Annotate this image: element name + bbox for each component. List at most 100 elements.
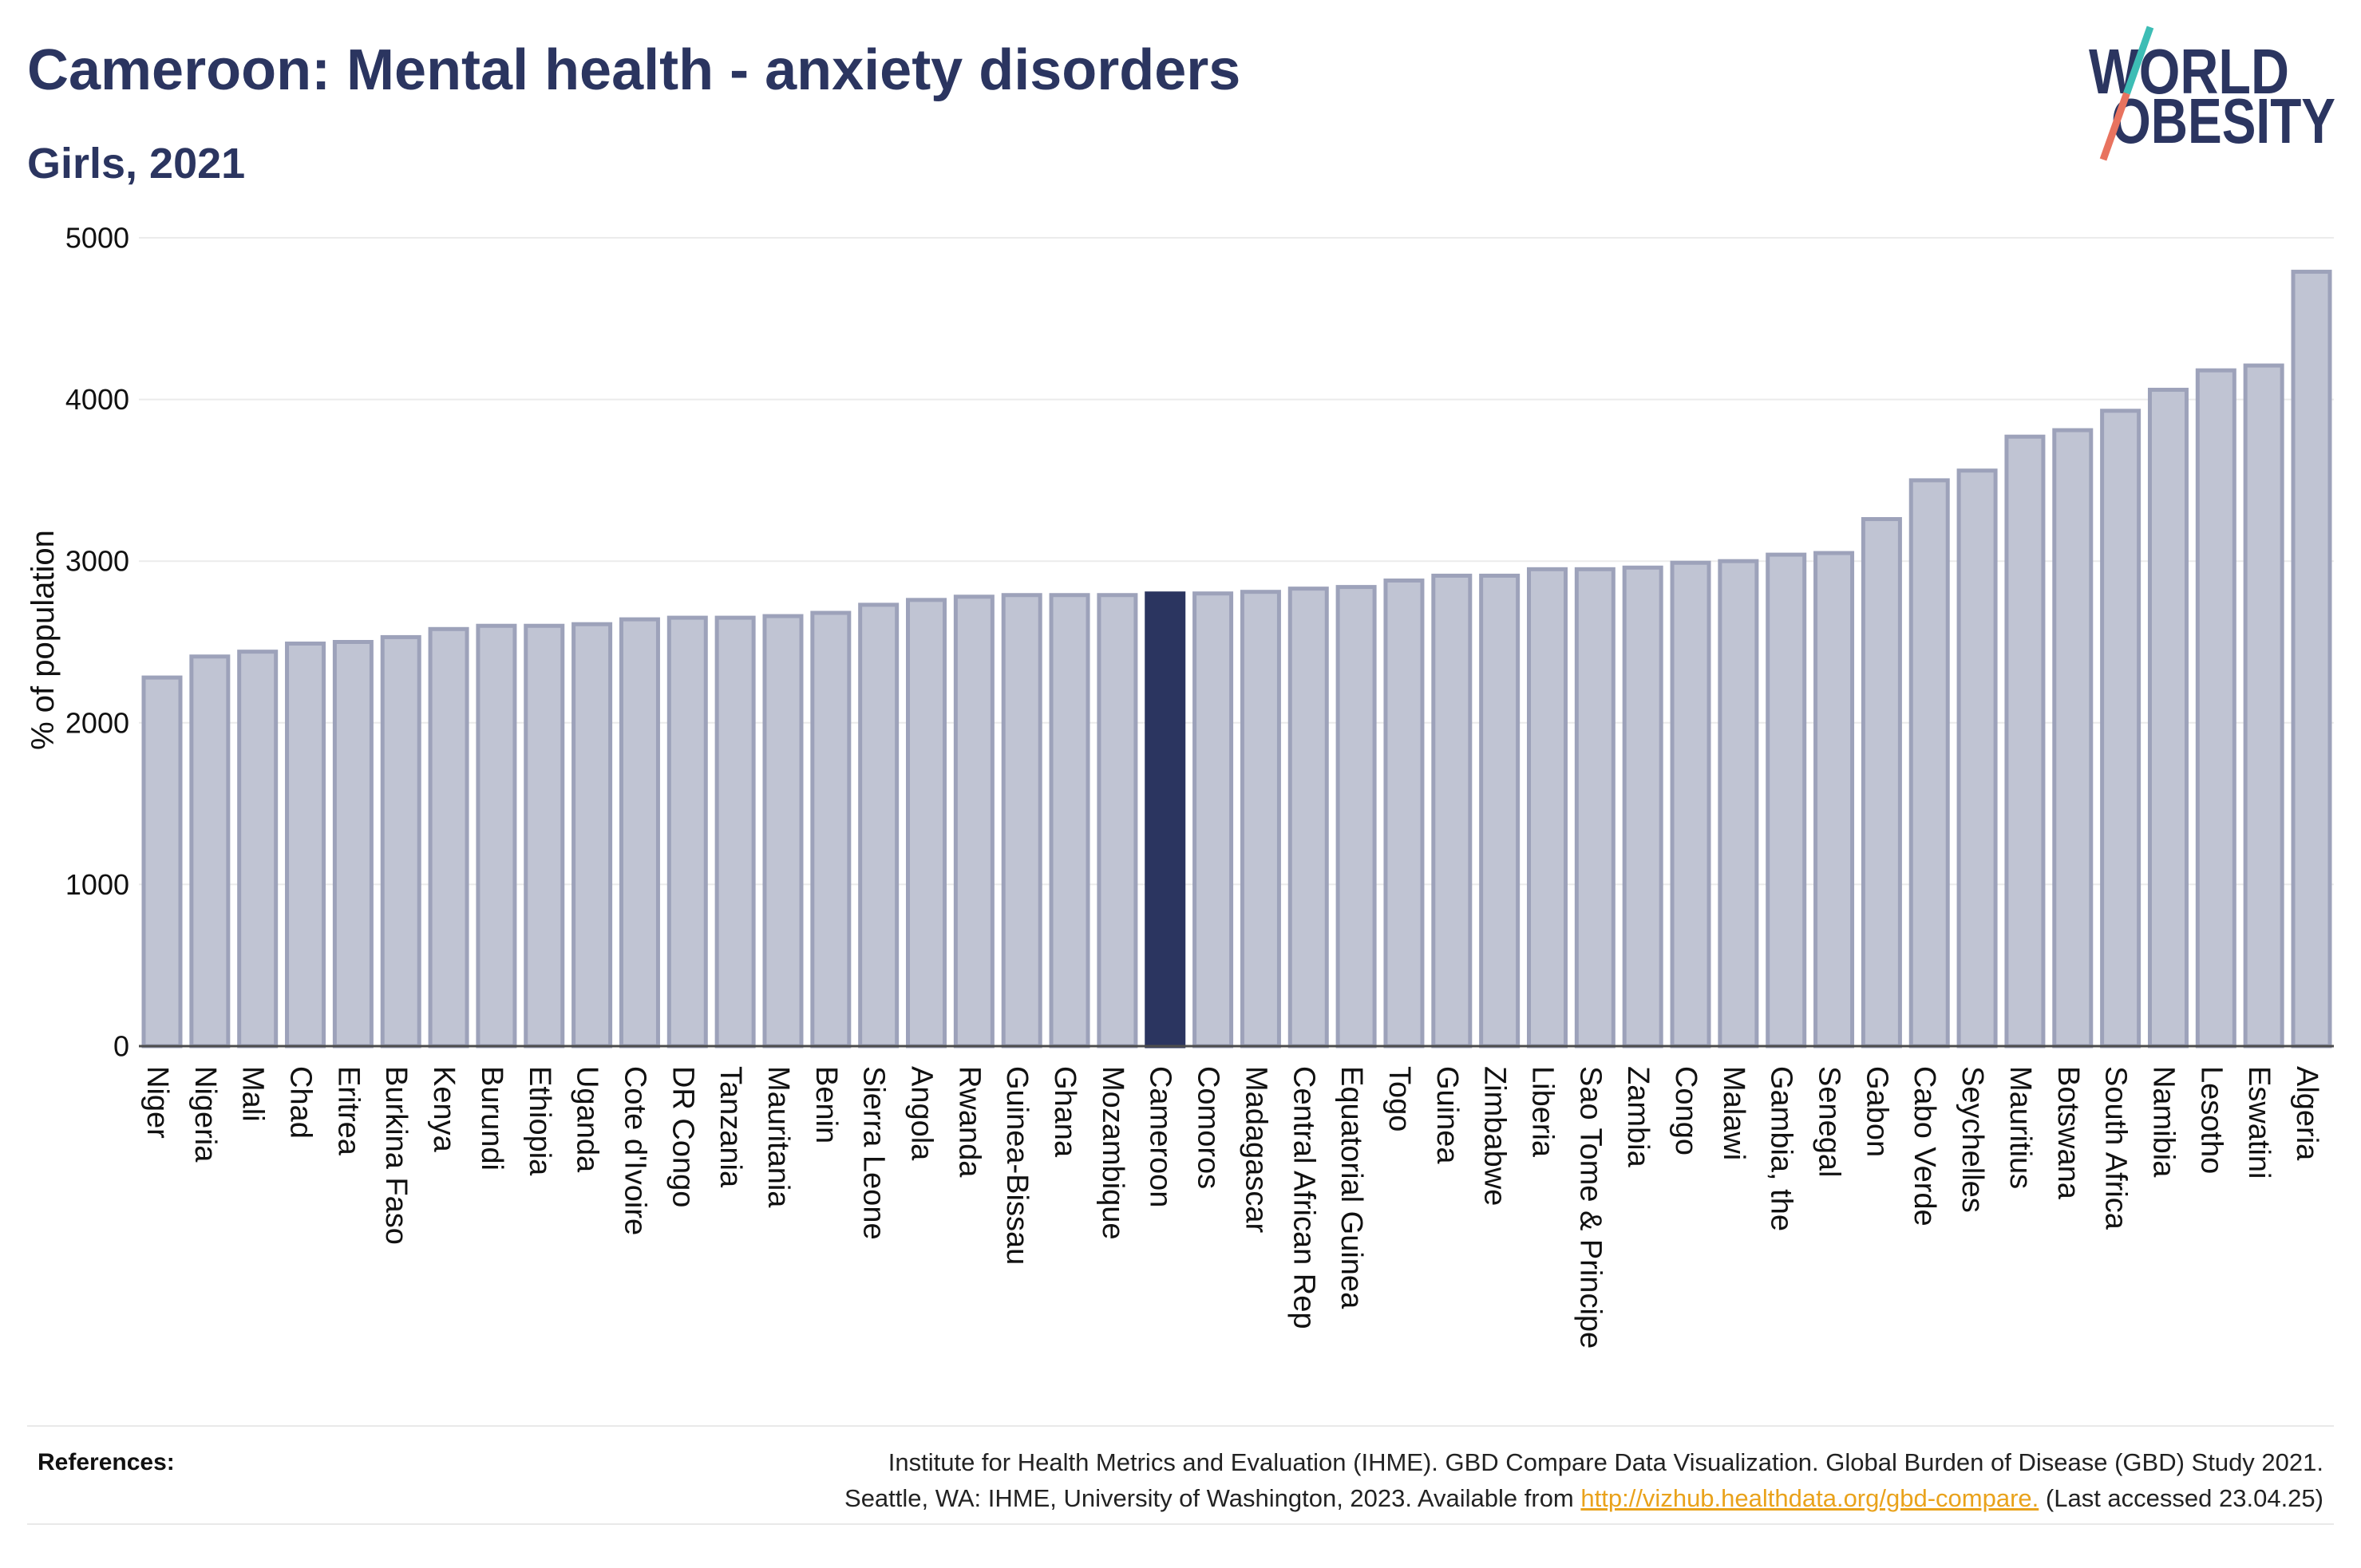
- x-tick-label: Tanzania: [714, 1066, 747, 1188]
- y-tick-labels: 0 1000 2000 3000 4000 5000: [65, 222, 129, 1063]
- x-tick-label: Sierra Leone: [857, 1066, 891, 1240]
- x-tick-label: Cameroon: [1144, 1066, 1177, 1207]
- x-tick-label: Gabon: [1860, 1066, 1893, 1157]
- x-tick-label: Uganda: [571, 1066, 604, 1173]
- x-tick-label: Central African Rep: [1287, 1066, 1320, 1329]
- reference-line-2-prefix: Seattle, WA: IHME, University of Washing…: [844, 1484, 1574, 1512]
- x-tick-label: Lesotho: [2194, 1066, 2228, 1174]
- y-tick-label: 5000: [65, 222, 129, 255]
- bar-malawi: [1718, 559, 1759, 1049]
- bar-niger: [141, 675, 183, 1049]
- bar-rwanda: [953, 594, 995, 1049]
- reference-line-1: Institute for Health Metrics and Evaluat…: [888, 1448, 2323, 1476]
- x-tick-label: Togo: [1382, 1066, 1416, 1132]
- bar-ghana: [1049, 593, 1090, 1049]
- x-tick-label: Chad: [284, 1066, 318, 1139]
- bar-south-africa: [2100, 409, 2142, 1049]
- references-section: References: Institute for Health Metrics…: [27, 1425, 2334, 1525]
- x-tick-label: Senegal: [1813, 1066, 1846, 1177]
- x-tick-label: Ethiopia: [523, 1066, 556, 1176]
- x-tick-label: Congo: [1669, 1066, 1703, 1155]
- bar-lesotho: [2195, 368, 2236, 1049]
- x-tick-label: Mauritius: [2003, 1066, 2037, 1189]
- x-tick-label: Cote d'Ivoire: [618, 1066, 651, 1235]
- bars: [141, 270, 2332, 1049]
- x-tick-label: Zimbabwe: [1478, 1066, 1512, 1206]
- x-tick-label: Botswana: [2051, 1066, 2085, 1200]
- bar-guinea: [1431, 573, 1473, 1049]
- bar-benin: [810, 610, 852, 1049]
- bar-angola: [906, 598, 947, 1049]
- references-text: Institute for Health Metrics and Evaluat…: [844, 1444, 2323, 1516]
- x-tick-label: Mozambique: [1096, 1066, 1129, 1240]
- x-tick-label: Equatorial Guinea: [1335, 1066, 1368, 1309]
- bar-botswana: [2052, 428, 2094, 1049]
- bar-burkina-faso: [380, 634, 421, 1049]
- references-label: References:: [38, 1449, 175, 1475]
- bar-cabo-verde: [1908, 478, 1950, 1049]
- x-tick-label: Burundi: [475, 1066, 508, 1171]
- bar-kenya: [428, 626, 469, 1049]
- logo-line1: WORLD: [2089, 36, 2289, 107]
- bar-comoros: [1192, 591, 1234, 1049]
- bar-tanzania: [714, 615, 756, 1049]
- logo-slash-teal: [2123, 26, 2154, 95]
- bar-dr-congo: [666, 615, 708, 1049]
- x-tick-label: Algeria: [2290, 1066, 2323, 1161]
- y-tick-label: 4000: [65, 383, 129, 416]
- bar-gambia-the: [1766, 552, 1807, 1049]
- x-tick-label: Cabo Verde: [1908, 1066, 1941, 1226]
- x-tick-label: Zambia: [1621, 1066, 1655, 1168]
- x-tick-label: Seychelles: [1956, 1066, 1989, 1213]
- reference-link[interactable]: http://vizhub.healthdata.org/gbd-compare…: [1580, 1484, 2039, 1512]
- bar-cote-d-ivoire: [619, 617, 660, 1049]
- bar-equatorial-guinea: [1335, 585, 1377, 1049]
- reference-line-2: Seattle, WA: IHME, University of Washing…: [844, 1480, 2323, 1516]
- x-tick-label: Eswatini: [2242, 1066, 2276, 1179]
- bar-madagascar: [1240, 590, 1281, 1049]
- y-tick-label: 2000: [65, 706, 129, 739]
- reference-line-2-suffix: (Last accessed 23.04.25): [2045, 1484, 2323, 1512]
- bar-burundi: [476, 623, 517, 1049]
- bar-liberia: [1526, 567, 1568, 1049]
- x-tick-label: Burkina Faso: [379, 1066, 413, 1245]
- bar-uganda: [571, 622, 613, 1049]
- x-tick-label: Eritrea: [331, 1066, 365, 1156]
- x-tick-label: Madagascar: [1239, 1066, 1272, 1233]
- bar-guinea-bissau: [1001, 593, 1042, 1049]
- bar-eswatini: [2243, 363, 2284, 1049]
- bar-zimbabwe: [1479, 573, 1521, 1049]
- bar-togo: [1383, 579, 1425, 1049]
- x-tick-label: South Africa: [2099, 1066, 2133, 1230]
- x-tick-labels: Niger Nigeria Mali Chad Eritrea Burkina Faso K…: [140, 1066, 2323, 1349]
- x-tick-label: Mauritania: [761, 1066, 795, 1208]
- x-tick-label: Benin: [809, 1066, 843, 1143]
- x-tick-label: Malawi: [1717, 1066, 1750, 1160]
- bar-chad: [285, 642, 326, 1049]
- bar-cameroon: [1145, 591, 1186, 1049]
- bar-algeria: [2291, 270, 2332, 1049]
- bar-seychelles: [1956, 468, 1998, 1049]
- y-axis-label: % of population: [26, 530, 61, 750]
- bar-senegal: [1813, 551, 1855, 1049]
- x-tick-label: Comoros: [1192, 1066, 1225, 1189]
- x-tick-label: Liberia: [1525, 1066, 1559, 1158]
- world-obesity-logo: WORLD OBESITY: [2089, 26, 2335, 161]
- x-tick-label: Nigeria: [188, 1066, 222, 1163]
- bar-central-african-rep: [1287, 587, 1329, 1049]
- bar-mali: [237, 650, 279, 1049]
- bar-congo: [1670, 560, 1711, 1049]
- chart-title: Cameroon: Mental health - anxiety disord…: [27, 38, 1241, 102]
- logo-slash-coral: [2099, 92, 2130, 161]
- bar-mauritania: [762, 614, 804, 1049]
- bar-ethiopia: [524, 623, 565, 1049]
- bar-nigeria: [189, 654, 231, 1049]
- x-tick-label: Namibia: [2146, 1066, 2180, 1178]
- x-tick-label: Guinea: [1430, 1066, 1464, 1164]
- y-tick-label: 3000: [65, 545, 129, 578]
- x-tick-label: Guinea-Bissau: [1000, 1066, 1034, 1265]
- x-tick-label: Mali: [236, 1066, 270, 1122]
- chart-subtitle: Girls, 2021: [27, 140, 246, 188]
- bar-zambia: [1622, 565, 1663, 1049]
- bar-sierra-leone: [858, 602, 900, 1049]
